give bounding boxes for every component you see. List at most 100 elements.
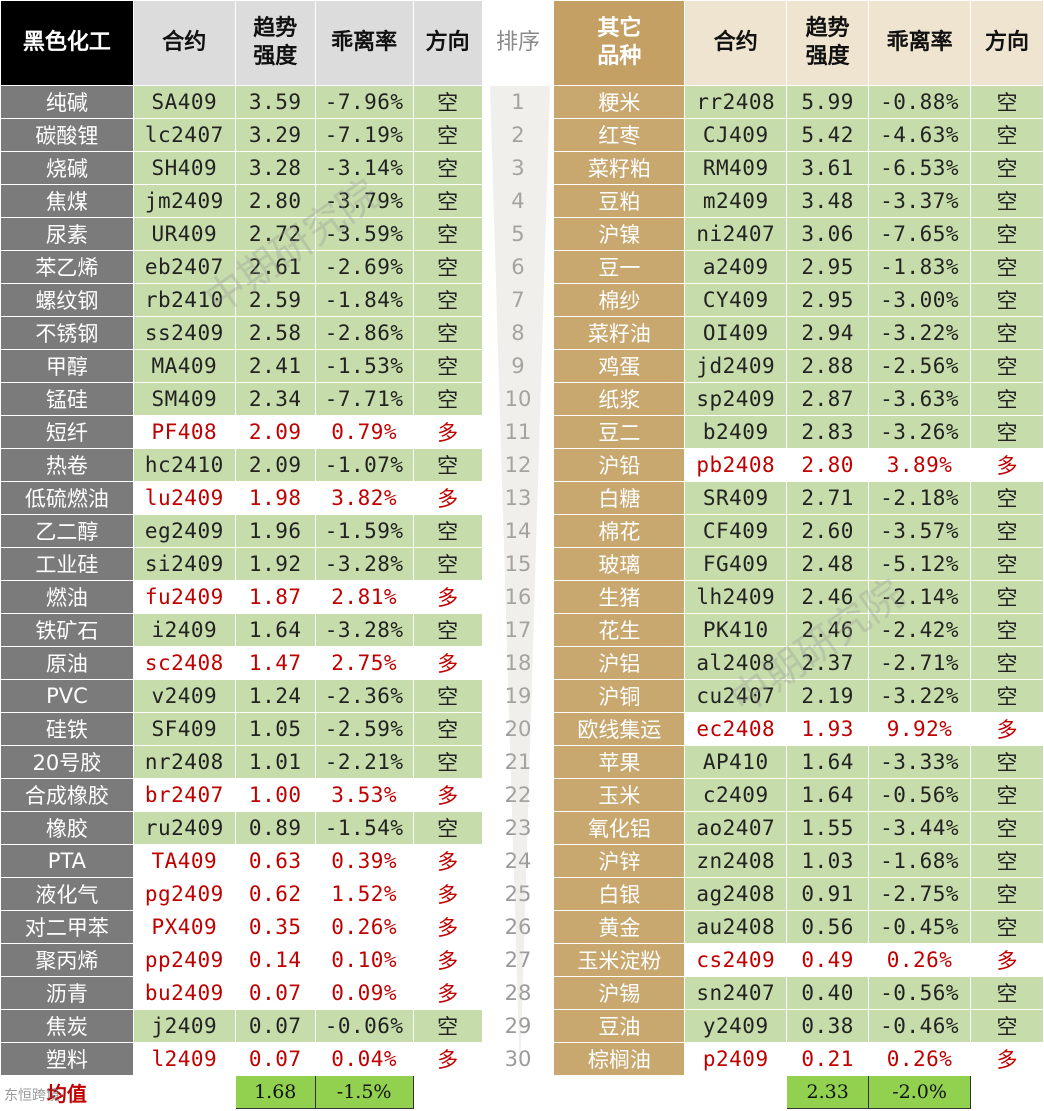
rank-number: 2 <box>481 118 555 152</box>
left-deviation-rate: 2.81% <box>314 580 414 614</box>
left-product-name: 20号胶 <box>0 745 134 779</box>
right-deviation-rate: 9.92% <box>868 712 972 746</box>
right-contract-code: sn2407 <box>684 976 788 1010</box>
right-product-name: 白银 <box>553 877 686 911</box>
left-deviation-rate: -7.71% <box>314 382 414 416</box>
right-deviation-rate: -1.68% <box>868 844 972 878</box>
left-contract-code: l2409 <box>132 1042 236 1076</box>
right-trend-strength: 2.37 <box>786 646 870 680</box>
right-contract-code: lh2409 <box>684 580 788 614</box>
right-deviation-rate: -3.22% <box>868 679 972 713</box>
right-trend-strength: 2.48 <box>786 547 870 581</box>
right-deviation-rate: -3.33% <box>868 745 972 779</box>
right-direction: 空 <box>970 745 1044 779</box>
right-average-trend: 2.33 <box>786 1075 870 1109</box>
left-deviation-rate: 3.82% <box>314 481 414 515</box>
rank-number: 30 <box>481 1042 555 1076</box>
left-direction: 空 <box>412 712 483 746</box>
table-row: 不锈钢 ss2409 2.58 -2.86% 空 8 菜籽油 OI409 2.94 -3.22% 空 <box>0 316 1044 350</box>
left-deviation-rate: -7.96% <box>314 85 414 119</box>
right-trend-strength: 3.61 <box>786 151 870 185</box>
right-deviation-rate: -2.71% <box>868 646 972 680</box>
table-row: 聚丙烯 pp2409 0.14 0.10% 多 27 玉米淀粉 cs2409 0.49 0.26%… <box>0 943 1044 977</box>
left-product-name: 不锈钢 <box>0 316 134 350</box>
right-direction: 空 <box>970 877 1044 911</box>
table-row: 热卷 hc2410 2.09 -1.07% 空 12 沪铅 pb2408 2.80 3.89% 多 <box>0 448 1044 482</box>
table-row: PVC v2409 1.24 -2.36% 空 19 沪铜 cu2407 2.19 -3.22% 空 <box>0 679 1044 713</box>
right-contract-code: a2409 <box>684 250 788 284</box>
left-product-name: 焦炭 <box>0 1009 134 1043</box>
right-deviation-rate: -0.88% <box>868 85 972 119</box>
left-deviation-rate: -7.19% <box>314 118 414 152</box>
right-direction: 空 <box>970 976 1044 1010</box>
rank-number: 23 <box>481 811 555 845</box>
header-contract-left: 合约 <box>132 0 236 86</box>
right-contract-code: CJ409 <box>684 118 788 152</box>
left-deviation-rate: 0.09% <box>314 976 414 1010</box>
right-product-name: 氧化铝 <box>553 811 686 845</box>
right-product-name: 沪锌 <box>553 844 686 878</box>
right-contract-code: zn2408 <box>684 844 788 878</box>
table-row: 苯乙烯 eb2407 2.61 -2.69% 空 6 豆一 a2409 2.95 -1.83% 空 <box>0 250 1044 284</box>
table-body: 纯碱 SA409 3.59 -7.96% 空 1 粳米 rr2408 5.99 -0.88% 空碳酸… <box>0 85 1044 1076</box>
right-direction: 空 <box>970 349 1044 383</box>
header-deviation-left: 乖离率 <box>314 0 414 86</box>
left-deviation-rate: -0.06% <box>314 1009 414 1043</box>
left-contract-code: UR409 <box>132 217 236 251</box>
left-product-name: 硅铁 <box>0 712 134 746</box>
right-trend-strength: 1.64 <box>786 745 870 779</box>
right-direction: 空 <box>970 250 1044 284</box>
left-deviation-rate: -2.59% <box>314 712 414 746</box>
rank-number: 5 <box>481 217 555 251</box>
rank-number: 16 <box>481 580 555 614</box>
left-contract-code: rb2410 <box>132 283 236 317</box>
table-row: 烧碱 SH409 3.28 -3.14% 空 3 菜籽粕 RM409 3.61 -6.53% 空 <box>0 151 1044 185</box>
right-product-name: 欧线集运 <box>553 712 686 746</box>
right-product-name: 沪铝 <box>553 646 686 680</box>
right-deviation-rate: -1.83% <box>868 250 972 284</box>
right-trend-strength: 2.88 <box>786 349 870 383</box>
average-blank <box>553 1075 686 1109</box>
left-trend-strength: 2.34 <box>234 382 316 416</box>
header-trend-line1: 趋势 <box>805 16 850 41</box>
table-row: 工业硅 si2409 1.92 -3.28% 空 15 玻璃 FG409 2.48 -5.12% 空 <box>0 547 1044 581</box>
left-trend-strength: 2.58 <box>234 316 316 350</box>
header-right-category-line2: 品种 <box>597 44 642 69</box>
left-average-deviation: -1.5% <box>314 1075 414 1109</box>
right-product-name: 生猪 <box>553 580 686 614</box>
average-blank <box>132 1075 236 1109</box>
right-deviation-rate: -3.63% <box>868 382 972 416</box>
table-row: 硅铁 SF409 1.05 -2.59% 空 20 欧线集运 ec2408 1.93 9.92% 多 <box>0 712 1044 746</box>
left-trend-strength: 1.01 <box>234 745 316 779</box>
right-trend-strength: 2.46 <box>786 613 870 647</box>
right-direction: 空 <box>970 547 1044 581</box>
left-trend-strength: 2.72 <box>234 217 316 251</box>
right-product-name: 黄金 <box>553 910 686 944</box>
right-deviation-rate: -2.75% <box>868 877 972 911</box>
right-deviation-rate: -3.26% <box>868 415 972 449</box>
right-deviation-rate: -2.18% <box>868 481 972 515</box>
left-deviation-rate: -2.21% <box>314 745 414 779</box>
header-direction-right: 方向 <box>970 0 1044 86</box>
left-direction: 空 <box>412 679 483 713</box>
right-direction: 多 <box>970 712 1044 746</box>
right-trend-strength: 2.94 <box>786 316 870 350</box>
rank-number: 12 <box>481 448 555 482</box>
left-deviation-rate: -3.28% <box>314 547 414 581</box>
rank-number: 13 <box>481 481 555 515</box>
left-direction: 空 <box>412 217 483 251</box>
left-product-name: 苯乙烯 <box>0 250 134 284</box>
right-direction: 空 <box>970 1009 1044 1043</box>
table-row: 纯碱 SA409 3.59 -7.96% 空 1 粳米 rr2408 5.99 -0.88% 空 <box>0 85 1044 119</box>
header-deviation-right: 乖离率 <box>868 0 972 86</box>
left-contract-code: br2407 <box>132 778 236 812</box>
rank-number: 19 <box>481 679 555 713</box>
average-blank <box>684 1075 788 1109</box>
right-deviation-rate: -0.45% <box>868 910 972 944</box>
average-blank <box>970 1075 1044 1109</box>
right-contract-code: SR409 <box>684 481 788 515</box>
left-contract-code: eb2407 <box>132 250 236 284</box>
left-deviation-rate: 0.79% <box>314 415 414 449</box>
right-contract-code: PK410 <box>684 613 788 647</box>
